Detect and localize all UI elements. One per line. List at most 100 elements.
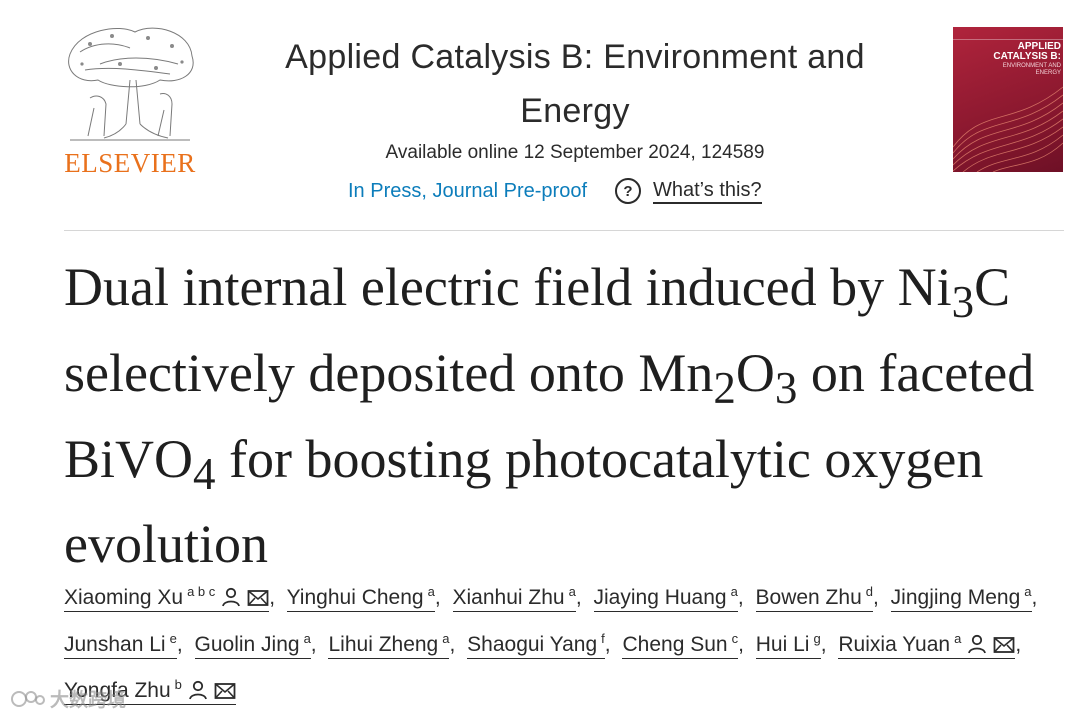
title-text: Dual internal electric field induced by … (64, 257, 952, 317)
availability-date: Available online 12 September 2024, 1245… (385, 142, 765, 163)
author-item: Cheng Sun c, (622, 630, 749, 659)
author-link[interactable]: Ruixia Yuan a (838, 630, 1016, 659)
author-link[interactable]: Yinghui Cheng a (286, 584, 435, 612)
watermark: 大数跨境 (10, 685, 126, 712)
author-item: Jiaying Huang a, (593, 584, 750, 612)
article-title: Dual internal electric field induced by … (64, 252, 1054, 580)
person-icon[interactable] (221, 587, 241, 607)
affiliation-marker[interactable]: a (442, 630, 450, 646)
author-separator: , (1031, 586, 1038, 609)
author-item: Jingjing Meng a, (890, 584, 1044, 612)
author-link[interactable]: Guolin Jing a (194, 630, 311, 659)
author-item: Guolin Jing a, (194, 630, 323, 659)
author-link[interactable]: Jiaying Huang a (593, 584, 738, 612)
envelope-icon[interactable] (247, 589, 269, 607)
affiliation-marker[interactable]: c (731, 630, 739, 646)
author-list: Xiaoming Xu a b c, Yinghui Cheng a, Xianhu… (64, 572, 1064, 712)
author-item: Xianhui Zhu a, (452, 584, 588, 612)
affiliation-marker[interactable]: a (1024, 584, 1032, 599)
in-press-link[interactable]: In Press, Journal Pre-proof (348, 179, 587, 202)
author-link[interactable]: Lihui Zheng a (328, 630, 450, 659)
status-row: In Press, Journal Pre-proof ? What’s thi… (348, 177, 762, 205)
author-link[interactable]: Bowen Zhu d (755, 584, 873, 612)
author-name: Jiaying Huang (593, 586, 727, 609)
author-separator: , (872, 586, 879, 609)
author-name: Cheng Sun (622, 632, 728, 656)
journal-title[interactable]: Applied Catalysis B: Environment and Ene… (285, 38, 865, 130)
author-separator: , (738, 632, 744, 656)
affiliation-marker[interactable]: f (601, 630, 605, 646)
question-circle-icon[interactable]: ? (615, 178, 641, 204)
author-name: Shaogui Yang (467, 632, 598, 656)
author-item: Junshan Li e, (64, 630, 189, 659)
envelope-icon[interactable] (214, 682, 236, 700)
title-text: for boosting photocatalytic oxygen evolu… (64, 428, 984, 575)
author-link[interactable]: Xianhui Zhu a (452, 584, 576, 612)
cover-subtitle: ENVIRONMENT AND ENERGY (1002, 63, 1061, 76)
affiliation-marker[interactable]: e (169, 630, 177, 646)
header-divider (64, 230, 1064, 231)
affiliation-marker[interactable]: a (303, 630, 311, 646)
author-item: Hui Li g, (755, 630, 833, 659)
author-link[interactable]: Junshan Li e (64, 630, 177, 659)
author-name: Bowen Zhu (755, 586, 862, 609)
author-name: Jingjing Meng (890, 586, 1021, 609)
author-item: Shaogui Yang f, (467, 630, 616, 659)
author-separator: , (1015, 632, 1022, 656)
title-text: O (735, 342, 775, 403)
author-name: Hui Li (755, 632, 810, 656)
title-subscript: 3 (951, 276, 975, 327)
title-subscript: 4 (193, 448, 216, 499)
title-text: on faceted BiVO (64, 342, 1035, 489)
envelope-icon[interactable] (993, 636, 1015, 654)
cover-title: APPLIED CATALYSIS B: (993, 41, 1061, 62)
affiliation-marker[interactable]: a (730, 584, 738, 599)
tree-emblem-icon (68, 27, 194, 141)
whats-this-link[interactable]: What’s this? (653, 178, 762, 204)
author-name: Xianhui Zhu (452, 586, 565, 609)
author-separator: , (310, 632, 317, 656)
affiliation-marker[interactable]: g (813, 630, 821, 646)
author-link[interactable]: Jingjing Meng a (890, 584, 1032, 612)
author-item: Bowen Zhu d, (755, 584, 885, 612)
person-icon[interactable] (967, 634, 987, 654)
author-separator: , (604, 632, 611, 656)
watermark-logo-icon (11, 690, 45, 707)
author-item: Xiaoming Xu a b c, (64, 584, 281, 612)
affiliation-marker[interactable]: a (568, 584, 576, 599)
affiliation-marker[interactable]: a (427, 584, 435, 599)
author-separator: , (269, 586, 276, 609)
author-separator: , (575, 586, 582, 609)
author-separator: , (820, 632, 827, 656)
author-link[interactable]: Yongfa Zhu b (64, 677, 236, 705)
author-item: Lihui Zheng a, (328, 630, 461, 659)
title-subscript: 3 (774, 362, 798, 413)
affiliation-marker[interactable]: a (954, 630, 962, 646)
author-separator: , (449, 632, 456, 656)
author-item: Yongfa Zhu b (64, 677, 236, 705)
cover-header-line (953, 27, 1063, 40)
author-separator: , (176, 632, 183, 656)
elsevier-logo[interactable]: ELSEVIER (60, 24, 200, 178)
author-link[interactable]: Cheng Sun c (622, 630, 739, 659)
author-item: Yinghui Cheng a, (286, 584, 447, 612)
publisher-wordmark: ELSEVIER (64, 148, 196, 178)
watermark-text: 大数跨境 (50, 690, 127, 711)
affiliation-marker[interactable]: d (865, 584, 873, 599)
author-link[interactable]: Hui Li g (755, 630, 821, 659)
author-separator: , (434, 586, 441, 609)
author-name: Yinghui Cheng (286, 586, 424, 609)
journal-cover[interactable]: APPLIED CATALYSIS B: ENVIRONMENT AND ENE… (953, 27, 1063, 172)
author-name: Lihui Zheng (328, 632, 439, 656)
affiliation-marker[interactable]: b (174, 677, 182, 692)
author-link[interactable]: Shaogui Yang f (467, 630, 605, 659)
cover-wave-pattern (953, 86, 1063, 172)
title-text: C selectively deposited onto Mn (64, 257, 1011, 403)
author-link[interactable]: Xiaoming Xu a b c (64, 584, 270, 612)
author-name: Junshan Li (64, 632, 166, 656)
author-name: Yongfa Zhu (64, 679, 171, 702)
title-subscript: 2 (713, 362, 736, 413)
affiliation-marker[interactable]: a b c (187, 584, 216, 599)
person-icon[interactable] (188, 680, 208, 700)
author-separator: , (737, 586, 744, 609)
